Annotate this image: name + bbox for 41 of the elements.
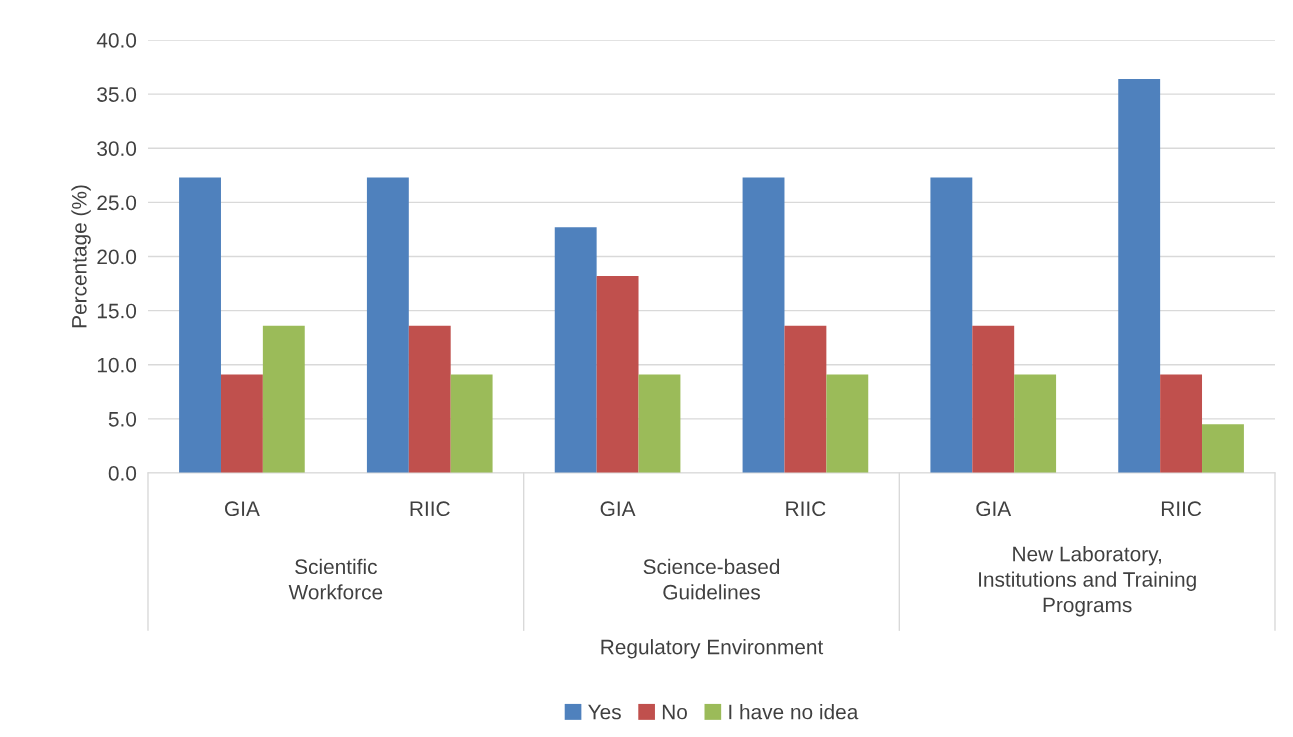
y-tick-label: 25.0 xyxy=(97,195,137,211)
bar xyxy=(1118,78,1161,473)
y-tick-label: 10.0 xyxy=(97,357,137,373)
text: Science-based Guidelines xyxy=(643,558,780,600)
legend-label: I have no idea xyxy=(729,704,859,720)
legend-label: Yes xyxy=(588,704,621,720)
x-tick-label: RIIC xyxy=(1161,501,1202,517)
bar xyxy=(179,177,221,473)
x-tick-label: RIIC xyxy=(786,501,826,517)
y-tick-label: 35.0 xyxy=(97,87,137,102)
y-tick-label: 15.0 xyxy=(97,303,137,319)
text: Scientific Workforce xyxy=(288,558,383,600)
y-tick-label: 40.0 xyxy=(96,33,137,48)
y-axis-title: Percentage (%) xyxy=(71,185,91,328)
bar xyxy=(366,177,409,473)
bar xyxy=(1014,374,1057,473)
bar xyxy=(638,374,681,473)
y-tick-label: 20.0 xyxy=(97,249,137,265)
text: Regulatory Environment xyxy=(601,639,824,659)
y-tick-label: 30.0 xyxy=(97,141,137,156)
bar xyxy=(930,177,973,473)
x-tick-label: GIA xyxy=(225,501,260,517)
text: New Laboratory, Institutions and Training Programs xyxy=(979,546,1196,617)
bar xyxy=(1202,424,1244,473)
bar xyxy=(262,325,305,473)
y-tick-label: 0.0 xyxy=(108,466,137,481)
y-tick-label: 5.0 xyxy=(108,411,137,427)
bar xyxy=(1160,374,1203,473)
bar xyxy=(554,227,597,473)
x-tick-label: RIIC xyxy=(410,501,450,517)
bar xyxy=(972,325,1015,473)
bar xyxy=(784,325,827,473)
bar xyxy=(826,374,869,473)
bar xyxy=(220,374,263,473)
x-tick-label: GIA xyxy=(976,501,1012,517)
bar xyxy=(742,177,785,473)
legend-label: No xyxy=(662,704,687,720)
bar xyxy=(596,275,639,473)
bar xyxy=(450,374,493,473)
bar xyxy=(408,325,451,473)
x-tick-label: GIA xyxy=(600,501,636,517)
